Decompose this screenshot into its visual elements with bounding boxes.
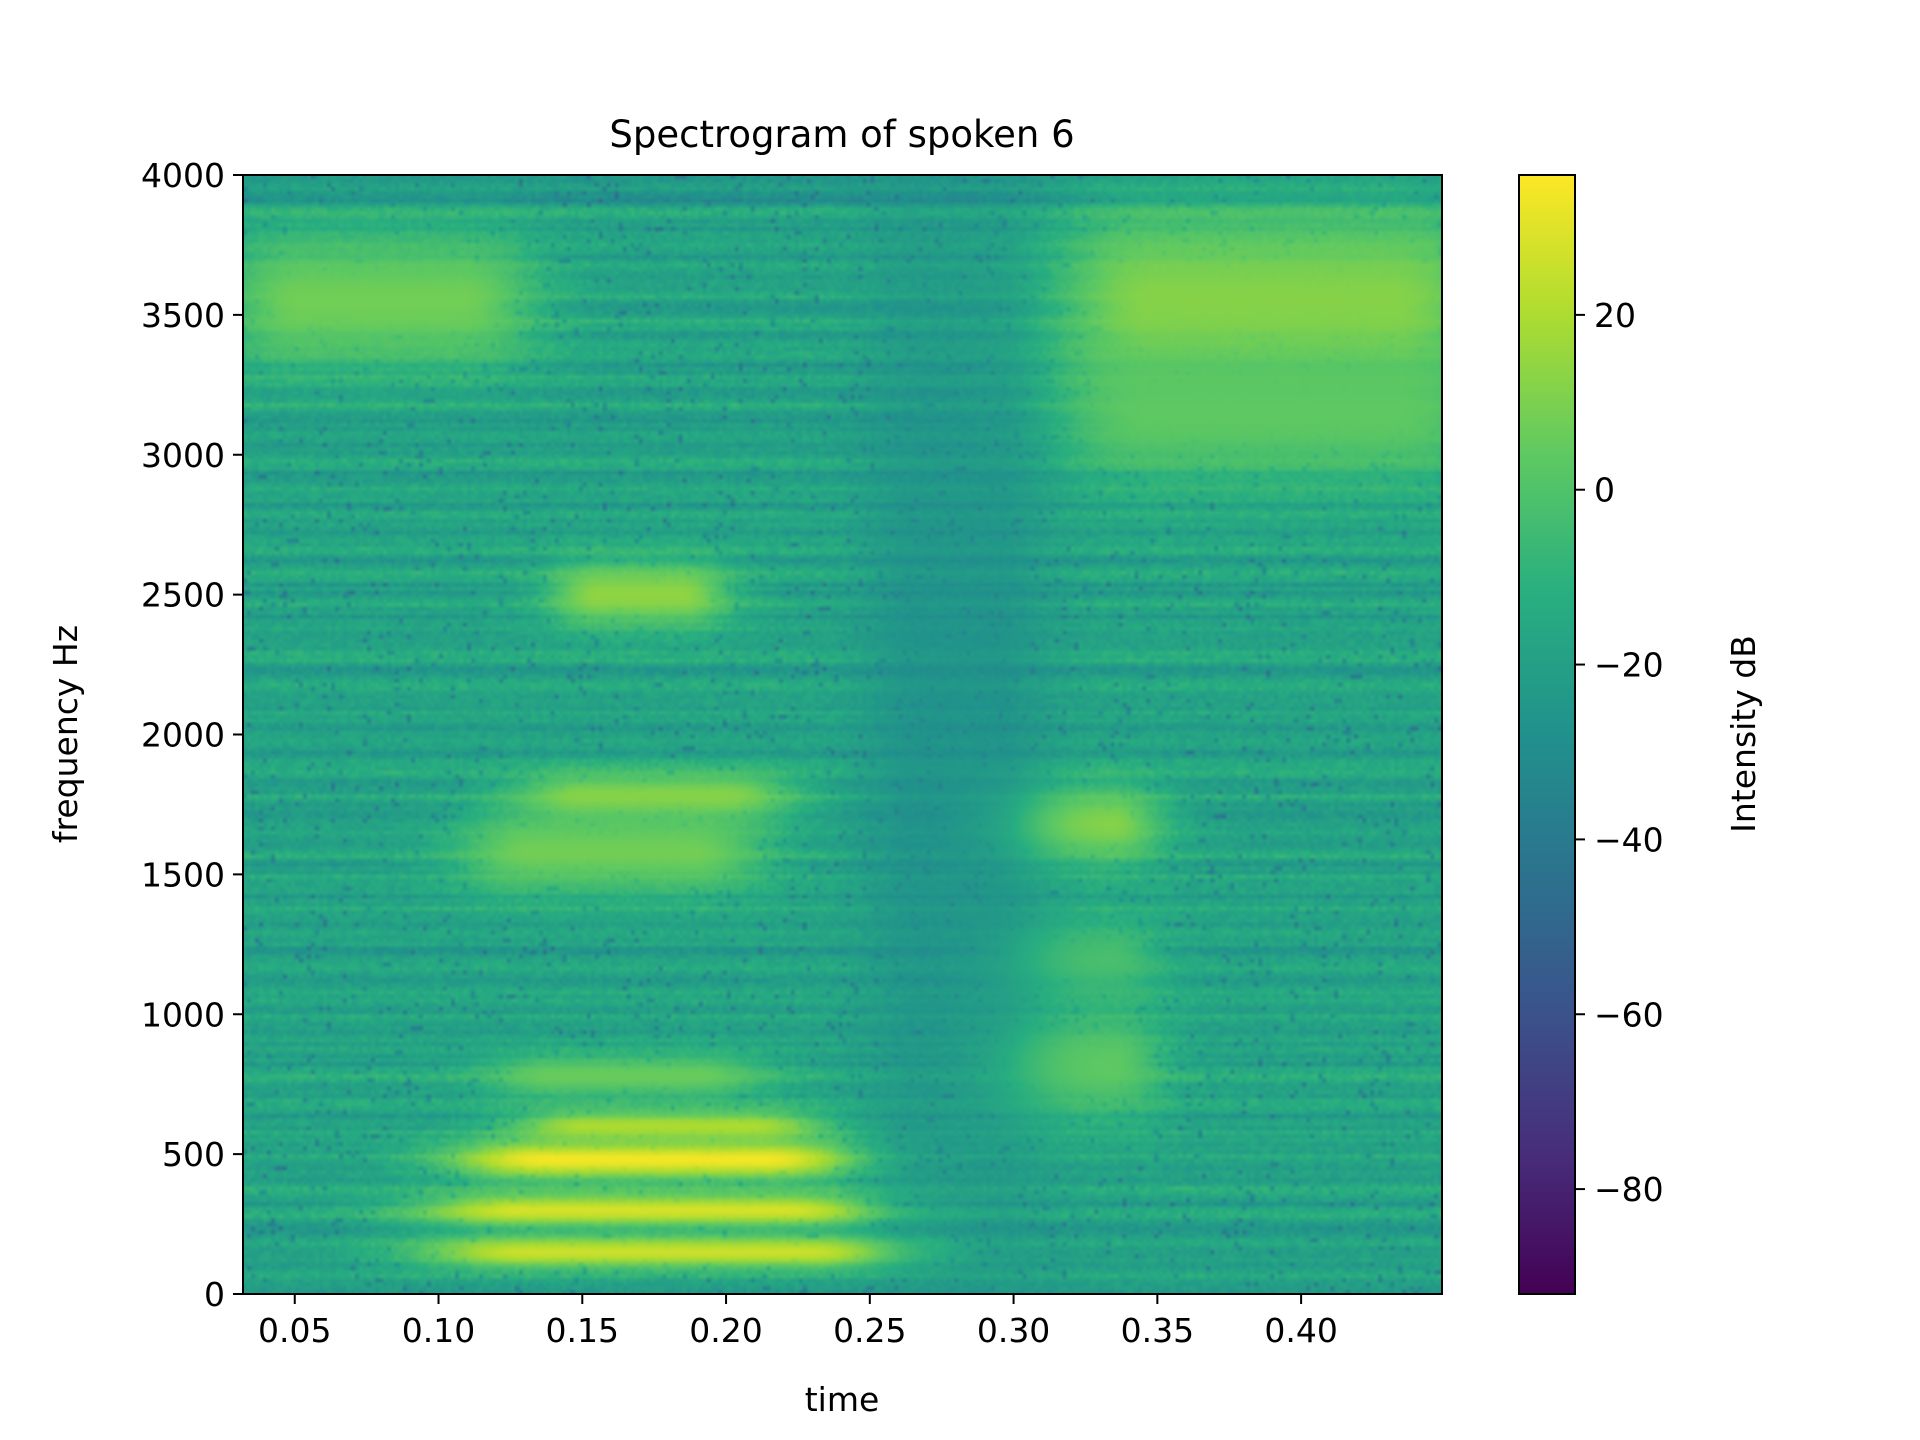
y-axis-label: frequency Hz xyxy=(46,625,85,843)
y-axis: 0 500 1000 1500 2000 2500 3000 3500 4000 xyxy=(141,156,243,1314)
colorbar-gradient xyxy=(1519,175,1575,1294)
x-tick-label: 0.05 xyxy=(258,1311,331,1350)
y-tick-label: 1000 xyxy=(141,995,225,1034)
x-axis-label: time xyxy=(805,1380,880,1419)
x-tick-label: 0.25 xyxy=(833,1311,906,1350)
x-tick-label: 0.10 xyxy=(402,1311,475,1350)
colorbar-tick-label: 0 xyxy=(1594,471,1615,510)
colorbar-label: Intensity dB xyxy=(1724,635,1763,833)
colorbar-tick-label: −20 xyxy=(1594,646,1664,685)
spectrogram-heatmap xyxy=(243,175,1442,1294)
colorbar-tick-label: −80 xyxy=(1594,1170,1664,1209)
colorbar-ticks: 20 0 −20 −40 −60 −80 xyxy=(1575,296,1664,1209)
y-tick-label: 1500 xyxy=(141,855,225,894)
y-tick-label: 4000 xyxy=(141,156,225,195)
x-tick-label: 0.40 xyxy=(1264,1311,1337,1350)
plot-area xyxy=(242,174,1443,1295)
y-tick-label: 2000 xyxy=(141,716,225,755)
x-axis: 0.05 0.10 0.15 0.20 0.25 0.30 0.35 0.40 xyxy=(258,1294,1338,1350)
colorbar-frame xyxy=(1518,174,1576,1295)
y-tick-label: 500 xyxy=(162,1135,225,1174)
colorbar-tick-label: 20 xyxy=(1594,296,1636,335)
y-tick-label: 3000 xyxy=(141,436,225,475)
x-tick-label: 0.20 xyxy=(689,1311,762,1350)
y-tick-label: 0 xyxy=(204,1275,225,1314)
x-tick-label: 0.30 xyxy=(977,1311,1050,1350)
x-tick-label: 0.35 xyxy=(1121,1311,1194,1350)
colorbar-tick-label: −60 xyxy=(1594,995,1664,1034)
chart-title: Spectrogram of spoken 6 xyxy=(609,113,1074,156)
colorbar: 20 0 −20 −40 −60 −80 Intensity dB xyxy=(1518,174,1763,1295)
x-tick-label: 0.15 xyxy=(546,1311,619,1350)
colorbar-tick-label: −40 xyxy=(1594,820,1664,859)
y-tick-label: 3500 xyxy=(141,296,225,335)
y-tick-label: 2500 xyxy=(141,576,225,615)
